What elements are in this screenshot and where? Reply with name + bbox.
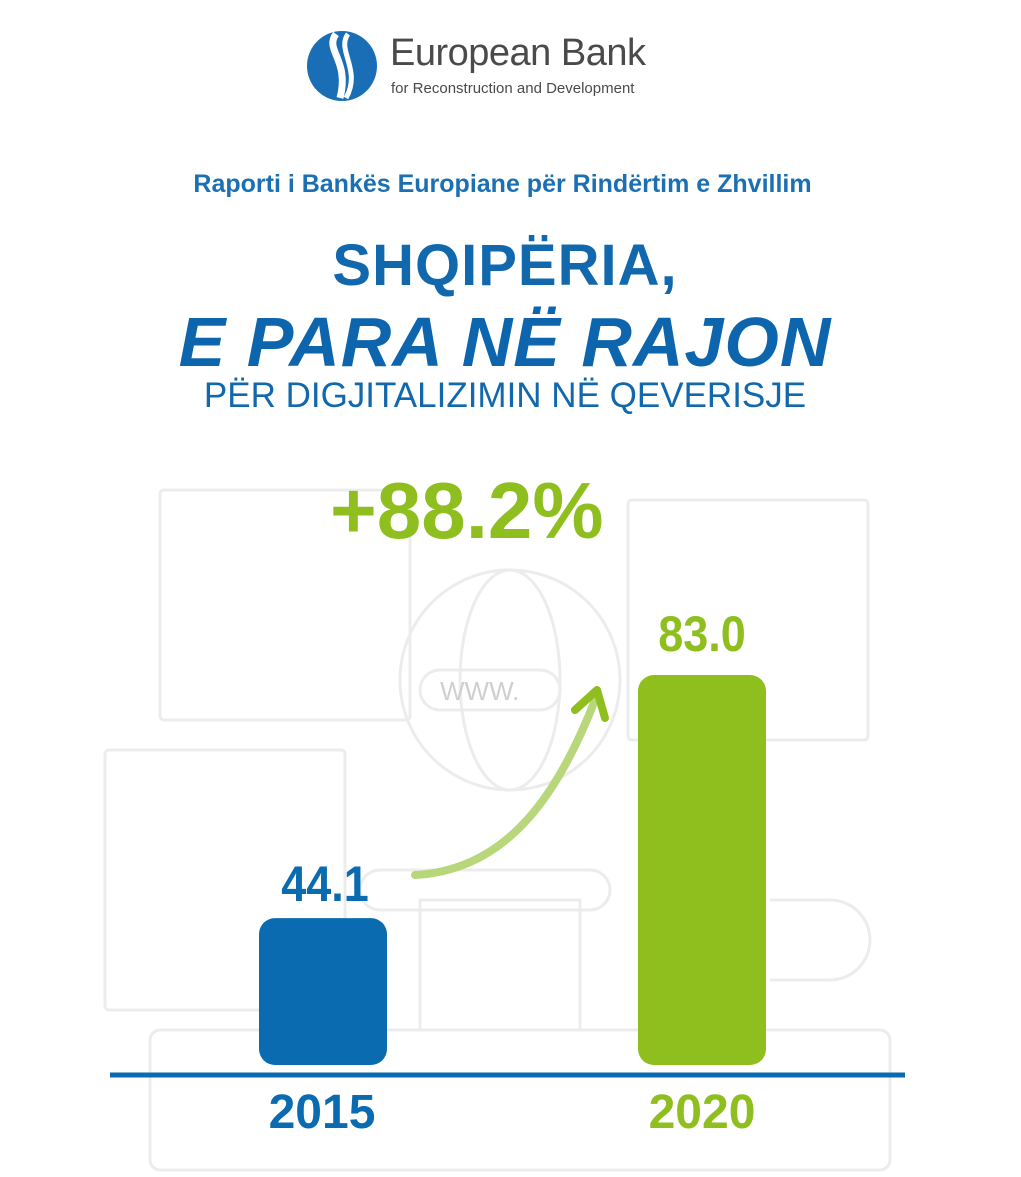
headline-line2: E PARA NË RAJON	[178, 303, 832, 381]
growth-arrow	[411, 696, 599, 879]
bar-2020	[638, 675, 766, 1065]
headline-line1: SHQIPËRIA,	[332, 233, 678, 298]
url-text: WWW.	[440, 676, 519, 706]
headline-line3: PËR DIGJITALIZIMIN NË QEVERISJE	[203, 376, 807, 415]
browser-window-outline	[158, 488, 412, 722]
year-label-2020: 2020	[648, 1086, 756, 1139]
change-percentage: +88.2%	[330, 466, 604, 555]
value-label-2015: 44.1	[281, 856, 369, 912]
report-subtitle: Raporti i Bankës Europiane për Rindërtim…	[193, 170, 812, 198]
browser-window-outline	[103, 748, 347, 1012]
arrow-head-icon	[571, 686, 609, 722]
keyboard-outline	[148, 1028, 892, 1172]
bar-2015	[259, 918, 387, 1065]
value-label-2020: 83.0	[658, 606, 746, 662]
logo-tagline: for Reconstruction and Development	[391, 80, 635, 97]
logo-name: European Bank	[390, 32, 646, 74]
year-label-2015: 2015	[268, 1086, 376, 1139]
ebrd-logo-icon	[307, 31, 377, 101]
